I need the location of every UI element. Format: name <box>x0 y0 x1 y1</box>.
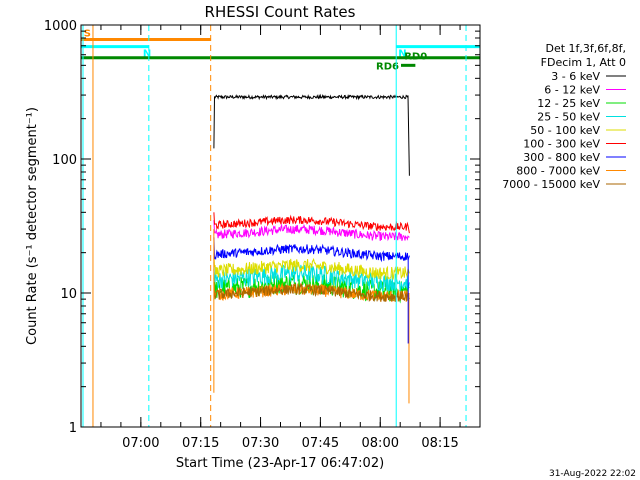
x-tick-label: 07:15 <box>182 436 219 451</box>
flag-label: RD0 <box>404 52 427 63</box>
flag-label: N <box>143 49 151 60</box>
legend-entry-label: 7000 - 15000 keV <box>502 178 600 191</box>
legend-entry-label: 800 - 7000 keV <box>516 165 600 178</box>
x-axis-label: Start Time (23-Apr-17 06:47:02) <box>176 456 384 471</box>
x-tick-label: 08:15 <box>421 436 458 451</box>
flag-label: RD6 <box>376 61 399 72</box>
series-line <box>213 220 410 242</box>
legend-entry-label: 12 - 25 keV <box>537 97 600 110</box>
series-line <box>213 212 410 234</box>
legend-entry-label: 6 - 12 keV <box>544 84 600 97</box>
flag-label: S <box>84 28 91 39</box>
series-line <box>213 237 410 263</box>
axis-layer: 1 10 100 1000 07:00 07:15 07:30 07:45 08:00 08:15 <box>44 19 481 451</box>
legend-header-line-1: Det 1f,3f,6f,8f, <box>545 42 626 55</box>
legend-header-line-2: FDecim 1, Att 0 <box>541 56 626 69</box>
series-line <box>213 252 410 280</box>
plot-frame <box>80 24 481 428</box>
footer-date: 31-Aug-2022 22:02 <box>549 469 636 479</box>
legend: Det 1f,3f,6f,8f, FDecim 1, Att 0 3 - 6 k… <box>502 42 626 191</box>
x-tick-label: 07:00 <box>122 436 159 451</box>
y-tick-label: 100 <box>52 153 77 168</box>
flag-label: N <box>398 49 406 60</box>
series-layer <box>213 93 410 404</box>
y-tick-label: 1 <box>69 421 77 436</box>
legend-entry-label: 3 - 6 keV <box>551 70 600 83</box>
chart-title: RHESSI Count Rates <box>205 3 356 21</box>
legend-entry-label: 300 - 800 keV <box>523 151 600 164</box>
series-line <box>213 282 410 302</box>
y-tick-label: 1000 <box>44 19 77 34</box>
x-tick-label: 07:45 <box>302 436 339 451</box>
y-tick-label: 10 <box>60 287 77 302</box>
legend-entry-label: 100 - 300 keV <box>523 138 600 151</box>
x-tick-label: 08:00 <box>362 436 399 451</box>
x-tick-label: 07:30 <box>242 436 279 451</box>
series-line <box>213 93 410 176</box>
y-axis-label: Count Rate (s⁻¹ detector segment⁻¹) <box>25 107 40 345</box>
legend-entry-label: 25 - 50 keV <box>537 111 600 124</box>
legend-entry-label: 50 - 100 keV <box>530 124 600 137</box>
